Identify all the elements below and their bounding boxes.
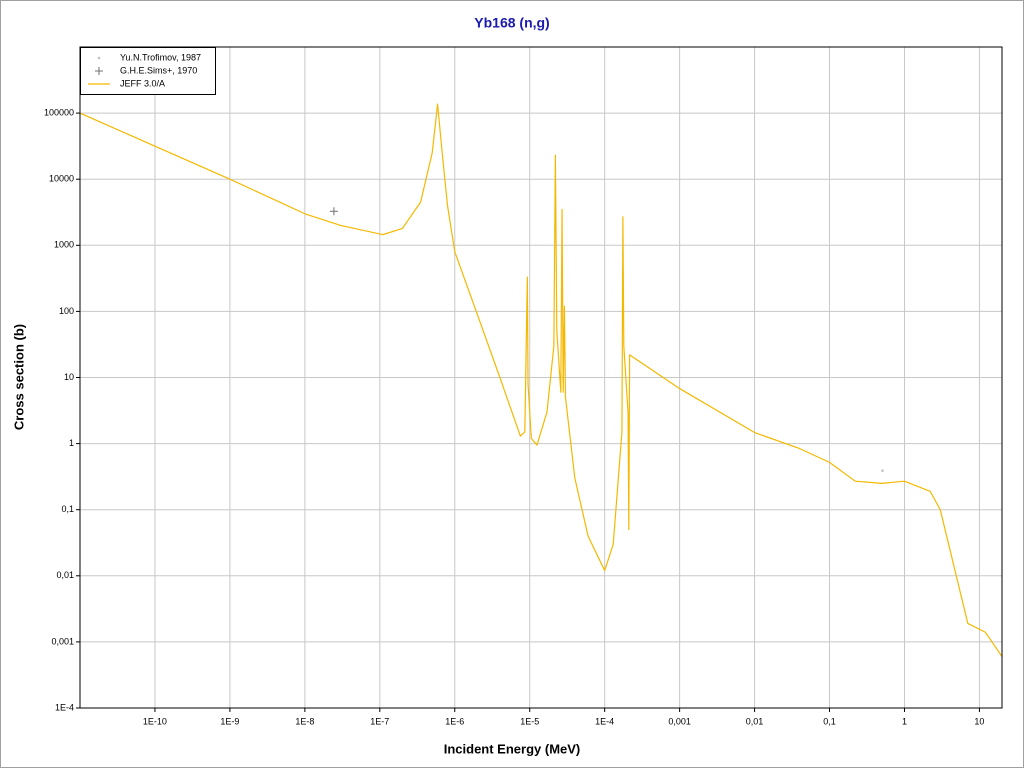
x-tick-label: 1: [902, 716, 907, 726]
data-line: [80, 103, 1002, 657]
x-tick-label: 0,01: [746, 716, 764, 726]
y-tick-label: 1000: [54, 240, 74, 250]
y-axis-label: Cross section (b): [11, 324, 26, 430]
y-tick-label: 10000: [49, 174, 74, 184]
y-tick-label: 0,01: [56, 570, 74, 580]
point: [881, 469, 884, 472]
legend-label: G.H.E.Sims+, 1970: [120, 65, 197, 75]
x-tick-label: 1E-7: [370, 716, 389, 726]
y-tick-label: 10: [64, 372, 74, 382]
x-tick-label: 1E-9: [220, 716, 239, 726]
legend-label: Yu.N.Trofimov, 1987: [120, 52, 201, 62]
y-tick-label: 100: [59, 306, 74, 316]
point: [97, 56, 101, 60]
x-tick-label: 1E-10: [143, 716, 167, 726]
plot-border: [79, 46, 1003, 709]
legend: Yu.N.Trofimov, 1987 G.H.E.Sims+, 1970 JEFF…: [80, 47, 216, 95]
x-tick-label: 1E-8: [295, 716, 314, 726]
x-axis-label: Incident Energy (MeV): [444, 741, 581, 756]
x-tick-label: 1E-4: [595, 716, 614, 726]
x-tick-label: 1E-5: [520, 716, 539, 726]
y-tick-label: 1E-4: [55, 702, 74, 712]
legend-label: JEFF 3.0/A: [120, 78, 165, 88]
y-tick-label: 1: [69, 438, 74, 448]
point: [329, 207, 338, 216]
point: [95, 67, 103, 75]
plot-area: [80, 103, 1002, 657]
chart-title: Yb168 (n,g): [474, 15, 549, 31]
x-tick-label: 10: [974, 716, 984, 726]
y-tick-label: 0,1: [61, 504, 74, 514]
y-tick-label: 100000: [44, 107, 74, 117]
x-tick-label: 0,1: [823, 716, 836, 726]
y-tick-label: 0,001: [51, 636, 74, 646]
x-tick-label: 0,001: [668, 716, 691, 726]
x-tick-label: 1E-6: [445, 716, 464, 726]
